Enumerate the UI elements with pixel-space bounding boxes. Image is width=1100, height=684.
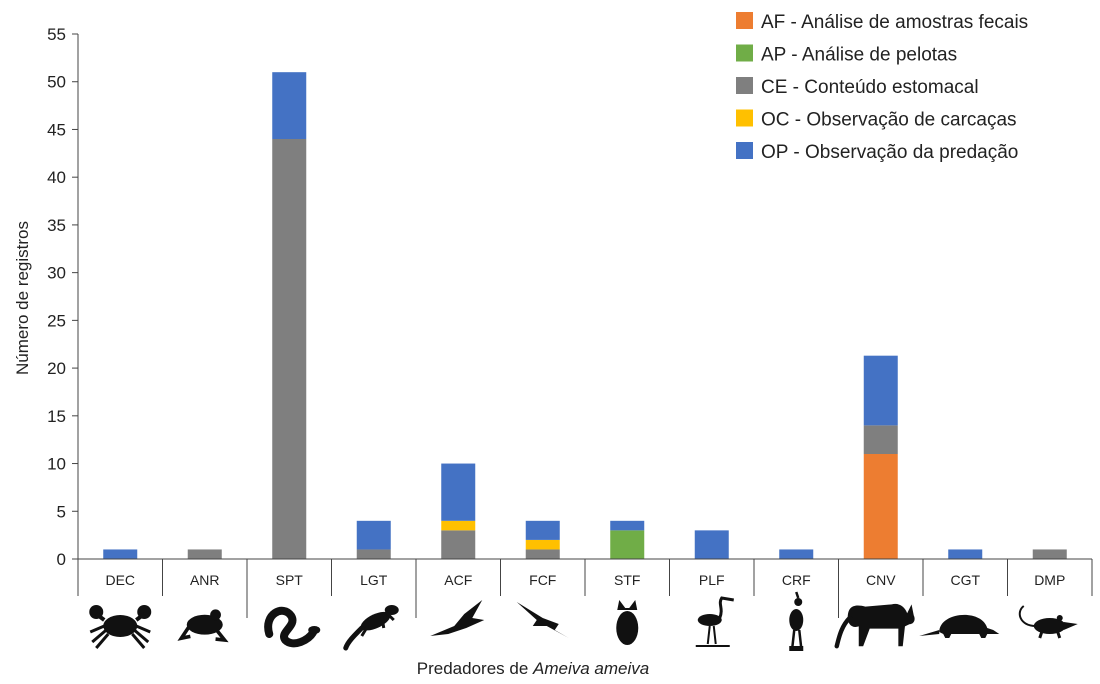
y-tick-label: 40 <box>47 168 66 187</box>
x-tick-label-crf: CRF <box>782 572 811 588</box>
owl-icon <box>616 600 639 645</box>
legend-label-2: CE - Conteúdo estomacal <box>761 77 979 98</box>
legend: AF - Análise de amostras fecais AP - Anál… <box>736 12 1028 163</box>
falcon-icon <box>516 602 569 638</box>
bar-dmp-segment-2 <box>1032 549 1067 559</box>
y-axis-title: Número de registros <box>13 221 32 375</box>
bar-fcf-segment-3 <box>525 539 560 550</box>
x-tick-label-acf: ACF <box>444 572 472 588</box>
x-tick-label-anr: ANR <box>190 572 220 588</box>
x-axis-title-species: Ameiva ameiva <box>532 659 649 678</box>
legend-swatch-1 <box>736 44 753 62</box>
bar-acf-segment-3 <box>441 520 476 531</box>
predator-icons <box>89 591 1078 651</box>
x-tick-label-cnv: CNV <box>866 572 896 588</box>
x-tick-label-dmp: DMP <box>1034 572 1065 588</box>
cat-icon <box>834 603 915 649</box>
legend-swatch-0 <box>736 12 753 29</box>
armadillo-icon <box>919 614 1000 638</box>
x-axis-title-prefix: Predadores de <box>417 659 533 678</box>
bar-lgt-segment-4 <box>356 520 391 550</box>
bar-cgt-segment-4 <box>948 549 983 559</box>
x-axis-title: Predadores de Ameiva ameiva <box>417 659 649 678</box>
bar-dec-segment-4 <box>103 549 138 559</box>
lizard-icon <box>343 605 399 651</box>
y-tick-label: 10 <box>47 455 66 474</box>
legend-swatch-3 <box>736 109 753 127</box>
legend-label-3: OC - Observação de carcaças <box>761 110 1017 131</box>
x-tick-label-fcf: FCF <box>529 572 556 588</box>
x-tick-label-cgt: CGT <box>950 572 980 588</box>
bar-anr-segment-2 <box>187 549 222 559</box>
legend-label-0: AF - Análise de amostras fecais <box>761 12 1028 33</box>
bar-lgt-segment-2 <box>356 549 391 559</box>
x-tick-label-lgt: LGT <box>360 572 388 588</box>
opossum-icon <box>1018 605 1078 639</box>
crab-icon <box>89 605 152 649</box>
heron-icon <box>695 596 734 647</box>
x-tick-label-plf: PLF <box>699 572 725 588</box>
y-axis: 0 5 10 15 20 25 30 35 40 45 50 55 <box>47 25 79 569</box>
bars <box>103 72 1067 559</box>
legend-label-1: AP - Análise de pelotas <box>761 45 957 66</box>
frog-icon <box>177 609 229 643</box>
snake-icon <box>264 606 321 648</box>
y-tick-label: 15 <box>47 407 66 426</box>
y-tick-label: 30 <box>47 264 66 283</box>
seriema-icon <box>789 591 804 651</box>
y-tick-label: 50 <box>47 73 66 92</box>
bar-stf-segment-1 <box>610 530 645 559</box>
bar-cnv-segment-0 <box>863 454 898 559</box>
bar-plf-segment-4 <box>694 530 729 559</box>
legend-swatch-4 <box>736 142 753 159</box>
legend-label-4: OP - Observação da predação <box>761 142 1018 163</box>
hawk-icon <box>430 600 485 636</box>
y-tick-label: 55 <box>47 25 66 44</box>
bar-acf-segment-2 <box>441 530 476 559</box>
bar-spt-segment-2 <box>272 139 307 559</box>
x-axis: DEC ANR SPT LGT ACF FCF STF PLF CRF CNV CGT DMP <box>77 558 1093 618</box>
bar-acf-segment-4 <box>441 463 476 521</box>
y-tick-label: 0 <box>57 550 66 569</box>
bar-crf-segment-4 <box>779 549 814 559</box>
y-tick-label: 5 <box>57 502 66 521</box>
bar-fcf-segment-2 <box>525 549 560 559</box>
bar-stf-segment-4 <box>610 520 645 531</box>
y-tick-label: 20 <box>47 359 66 378</box>
bar-cnv-segment-4 <box>863 355 898 426</box>
x-tick-label-dec: DEC <box>105 572 135 588</box>
legend-swatch-2 <box>736 77 753 94</box>
y-tick-label: 25 <box>47 311 66 330</box>
x-tick-label-stf: STF <box>614 572 640 588</box>
x-tick-label-spt: SPT <box>276 572 304 588</box>
bar-fcf-segment-4 <box>525 520 560 540</box>
bar-cnv-segment-2 <box>863 425 898 454</box>
y-tick-label: 45 <box>47 120 66 139</box>
bar-spt-segment-4 <box>272 72 307 139</box>
y-tick-label: 35 <box>47 216 66 235</box>
